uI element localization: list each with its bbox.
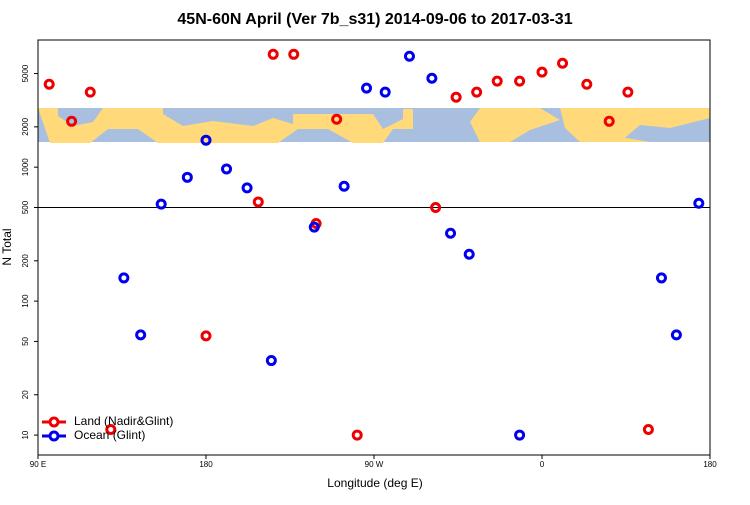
point <box>84 86 96 98</box>
point <box>338 180 350 192</box>
point <box>655 272 667 284</box>
point <box>181 171 193 183</box>
point <box>430 201 442 213</box>
point <box>308 221 320 233</box>
x-tick-label: 90 E <box>30 460 46 469</box>
point <box>241 182 253 194</box>
x-tick-label: 0 <box>540 460 545 469</box>
x-tick-label: 180 <box>199 460 213 469</box>
y-tick-label: 1000 <box>21 158 30 176</box>
point <box>200 330 212 342</box>
point <box>155 198 167 210</box>
x-tick-label: 90 W <box>365 460 384 469</box>
point <box>471 86 483 98</box>
point <box>200 134 212 146</box>
point <box>361 82 373 94</box>
point <box>379 86 391 98</box>
point <box>43 78 55 90</box>
y-tick-label: 5000 <box>21 64 30 82</box>
point <box>252 196 264 208</box>
point <box>450 91 462 103</box>
y-tick-label: 100 <box>21 294 30 308</box>
y-axis-label: N Total <box>0 228 14 265</box>
point <box>66 115 78 127</box>
map-land <box>38 108 710 143</box>
point <box>445 227 457 239</box>
point <box>603 115 615 127</box>
point <box>642 424 654 436</box>
legend-marker <box>48 430 60 442</box>
x-tick-label: 180 <box>703 460 717 469</box>
point <box>267 48 279 60</box>
point <box>622 86 634 98</box>
point <box>491 75 503 87</box>
point <box>265 355 277 367</box>
x-axis-label: Longitude (deg E) <box>327 476 422 490</box>
point <box>514 75 526 87</box>
point <box>514 429 526 441</box>
point <box>118 272 130 284</box>
point <box>105 424 117 436</box>
point <box>581 78 593 90</box>
point <box>536 66 548 78</box>
point <box>670 329 682 341</box>
point <box>135 329 147 341</box>
point <box>463 248 475 260</box>
y-tick-label: 2000 <box>21 117 30 135</box>
y-tick-label: 200 <box>21 254 30 268</box>
y-tick-label: 20 <box>21 390 30 399</box>
plot-frame <box>37 39 711 456</box>
chart-title: 45N-60N April (Ver 7b_s31) 2014-09-06 to… <box>177 11 572 28</box>
y-tick-label: 50 <box>21 336 30 345</box>
y-tick-label: 500 <box>21 200 30 214</box>
point <box>221 163 233 175</box>
point <box>351 429 363 441</box>
point <box>693 197 705 209</box>
y-tick-label: 10 <box>21 430 30 439</box>
point <box>557 57 569 69</box>
point <box>288 48 300 60</box>
legend-label: Land (Nadir&Glint) <box>74 414 173 428</box>
point <box>426 72 438 84</box>
point <box>331 113 343 125</box>
legend-marker <box>48 416 60 428</box>
legend-label: Ocean (Glint) <box>74 428 145 442</box>
point <box>403 50 415 62</box>
